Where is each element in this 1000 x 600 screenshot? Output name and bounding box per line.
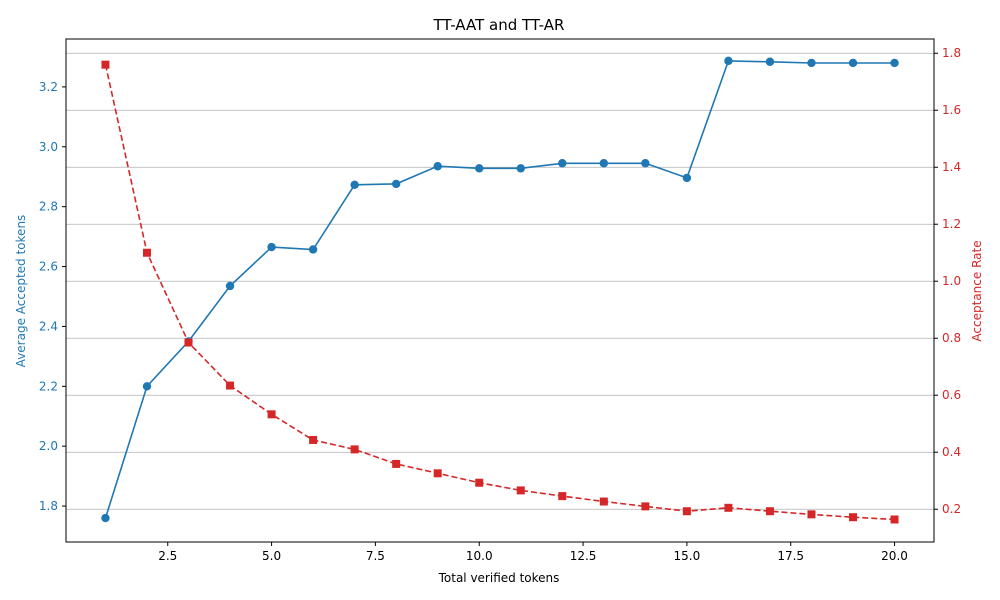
grid-lines: [66, 52, 934, 510]
data-point: [433, 469, 442, 478]
data-point: [558, 492, 567, 501]
data-point: [599, 497, 608, 506]
data-point: [308, 245, 318, 254]
left-tick-label: 2.4: [39, 319, 58, 333]
left-tick-label: 2.0: [39, 439, 58, 453]
left-tick-label: 2.8: [39, 200, 58, 214]
data-point: [433, 162, 442, 171]
right-tick-label: 1.4: [942, 160, 961, 174]
right-tick-label: 1.6: [942, 103, 961, 117]
data-point: [807, 510, 816, 519]
data-point: [849, 513, 858, 522]
data-point: [101, 60, 110, 69]
data-point: [142, 248, 151, 257]
data-point: [392, 459, 401, 468]
right-tick-label: 0.6: [942, 388, 961, 402]
data-point: [226, 381, 235, 390]
data-point: [848, 58, 858, 68]
plot-frame: [65, 38, 935, 543]
data-point: [641, 159, 650, 168]
data-point: [475, 164, 484, 173]
data-point: [350, 180, 359, 190]
x-tick-label: 10.0: [466, 549, 493, 563]
data-point: [101, 513, 110, 523]
data-point: [682, 173, 692, 183]
data-point: [350, 445, 359, 454]
data-point: [890, 515, 899, 524]
right-y-axis-label: Acceptance Rate: [970, 240, 984, 341]
right-tick-label: 1.8: [942, 46, 961, 60]
data-point: [267, 242, 276, 252]
x-tick-label: 15.0: [674, 549, 701, 563]
data-point: [516, 486, 525, 495]
x-tick-label: 12.5: [570, 549, 597, 563]
x-tick-label: 17.5: [777, 549, 804, 563]
data-point: [682, 507, 691, 516]
data-point: [184, 338, 193, 347]
data-point: [391, 179, 401, 189]
data-point: [475, 478, 484, 487]
left-tick-label: 1.8: [39, 499, 58, 513]
chart-title: TT-AAT and TT-AR: [433, 16, 565, 34]
data-point: [225, 281, 235, 291]
data-point: [641, 502, 650, 511]
data-point: [599, 159, 609, 168]
series-line: [104, 64, 895, 521]
data-point: [558, 159, 567, 168]
right-tick-label: 1.0: [942, 274, 961, 288]
right-tick-label: 1.2: [942, 217, 961, 231]
left-y-axis-label: Average Accepted tokens: [14, 215, 28, 368]
right-y-axis: 0.2 0.4 0.6 0.8 1.0 1.2 1.4 1.6 1.8: [934, 46, 961, 516]
left-tick-label: 2.6: [39, 260, 58, 274]
data-point: [724, 503, 733, 512]
right-tick-label: 0.4: [942, 445, 961, 459]
x-axis-label: Total verified tokens: [438, 571, 560, 585]
x-tick-label: 7.5: [366, 549, 385, 563]
series-line: [104, 60, 895, 519]
data-point: [890, 58, 899, 68]
series-acceptance-rate: [101, 60, 899, 524]
data-point: [765, 57, 775, 66]
data-point: [309, 435, 318, 444]
left-tick-label: 2.2: [39, 379, 58, 393]
data-point: [142, 382, 152, 391]
x-tick-label: 5.0: [262, 549, 281, 563]
data-point: [516, 164, 525, 173]
x-tick-label: 20.0: [881, 549, 908, 563]
x-tick-label: 2.5: [158, 549, 177, 563]
right-tick-label: 0.2: [942, 502, 961, 516]
left-tick-label: 3.0: [39, 140, 58, 154]
data-point: [267, 410, 276, 419]
data-point: [724, 56, 733, 66]
left-y-axis: 1.8 2.0 2.2 2.4 2.6 2.8 3.0 3.2: [39, 80, 66, 513]
left-tick-label: 3.2: [39, 80, 58, 94]
series-layer: [101, 56, 899, 524]
right-tick-label: 0.8: [942, 331, 961, 345]
data-point: [807, 58, 816, 68]
data-point: [765, 507, 774, 516]
x-axis: 2.5 5.0 7.5 10.0 12.5 15.0 17.5 20.0: [158, 542, 908, 563]
